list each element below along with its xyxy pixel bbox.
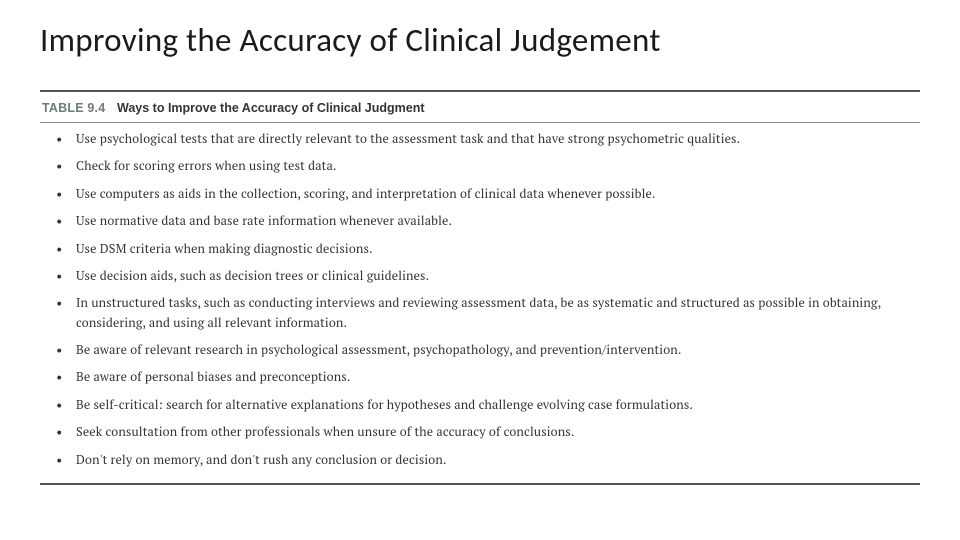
list-item: Be aware of personal biases and preconce… — [68, 367, 908, 386]
table-header: TABLE 9.4 Ways to Improve the Accuracy o… — [40, 92, 920, 123]
list-item: Use DSM criteria when making diagnostic … — [68, 239, 908, 258]
list-item: Check for scoring errors when using test… — [68, 156, 908, 175]
table-label: TABLE 9.4 — [42, 101, 105, 115]
table-items-list: Use psychological tests that are directl… — [40, 123, 920, 483]
table-caption: Ways to Improve the Accuracy of Clinical… — [117, 101, 424, 115]
table-block: TABLE 9.4 Ways to Improve the Accuracy o… — [40, 90, 920, 485]
list-item: Use normative data and base rate informa… — [68, 211, 908, 230]
list-item: Use psychological tests that are directl… — [68, 129, 908, 148]
list-item: Use computers as aids in the collection,… — [68, 184, 908, 203]
list-item: Be self-critical: search for alternative… — [68, 395, 908, 414]
list-item: Be aware of relevant research in psychol… — [68, 340, 908, 359]
slide: Improving the Accuracy of Clinical Judge… — [0, 0, 960, 540]
list-item: Use decision aids, such as decision tree… — [68, 266, 908, 285]
page-title: Improving the Accuracy of Clinical Judge… — [40, 20, 920, 60]
list-item: In unstructured tasks, such as conductin… — [68, 293, 908, 332]
list-item: Don't rely on memory, and don't rush any… — [68, 450, 908, 469]
list-item: Seek consultation from other professiona… — [68, 422, 908, 441]
